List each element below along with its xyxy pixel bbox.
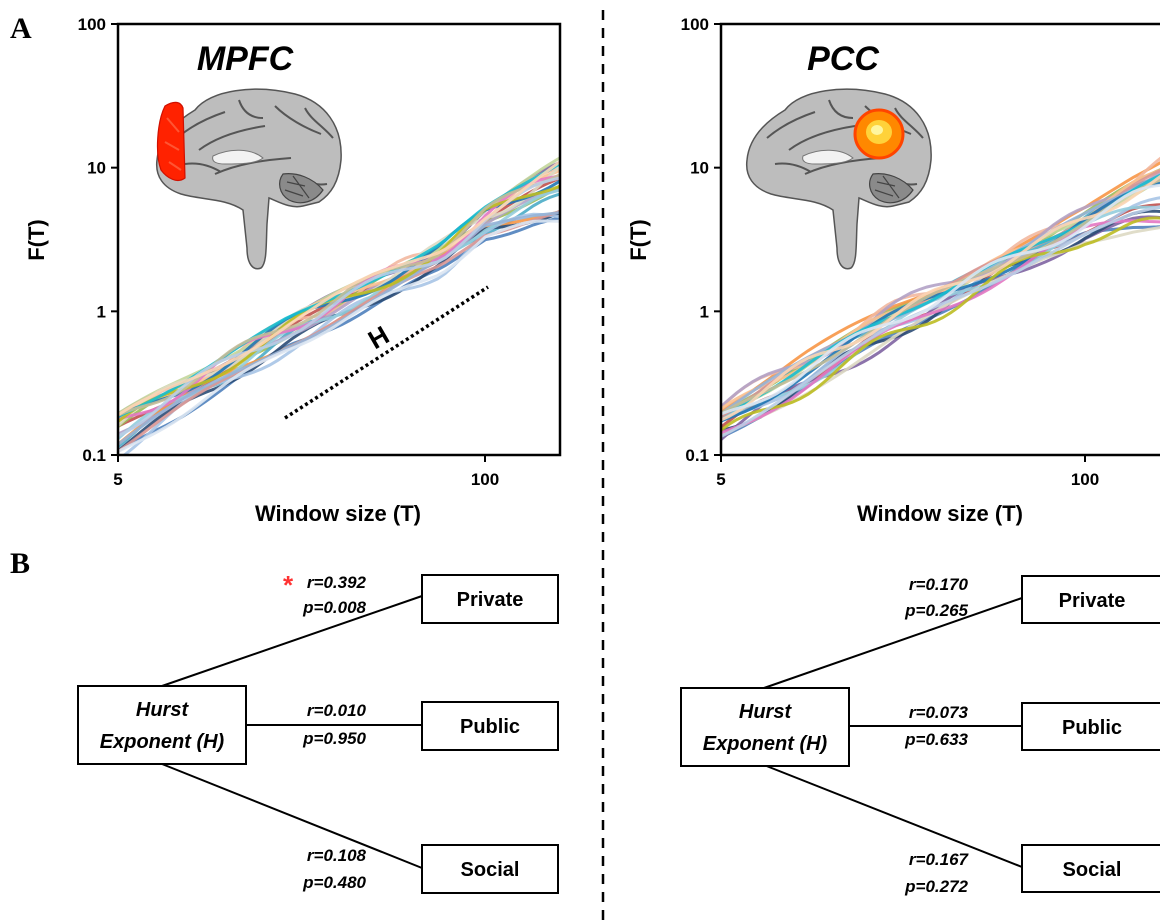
region-title-mpfc: MPFC (197, 40, 294, 78)
edge-social (763, 764, 1023, 868)
x-axis-title-mpfc: Window size (T) (255, 501, 421, 526)
curves-pcc (721, 156, 1160, 441)
edge-social (161, 763, 423, 869)
hurst-box (680, 687, 850, 767)
public-label: Public (1062, 717, 1122, 739)
social-label: Social (1063, 859, 1122, 881)
series-line (118, 216, 560, 452)
social-p: p=0.480 (302, 873, 366, 892)
series-line (721, 215, 1160, 441)
x-tick-label: 100 (471, 470, 499, 489)
public-label: Public (460, 716, 520, 738)
series-line (721, 219, 1160, 435)
x-tick-label: 5 (113, 470, 122, 489)
diagram-pcc: Hurst Exponent (H) Private Public Social… (680, 575, 1160, 896)
brain-image-pcc (745, 88, 932, 270)
private-label: Private (1059, 590, 1126, 612)
public-r: r=0.073 (909, 703, 969, 722)
significance-asterisk: * (283, 570, 294, 600)
public-box (421, 701, 559, 751)
x-tick-label: 5 (716, 470, 725, 489)
hurst-label-line2: Exponent (H) (703, 733, 828, 755)
y-tick-label: 1 (700, 302, 709, 321)
series-line (721, 183, 1160, 416)
public-p: p=0.633 (904, 730, 968, 749)
series-line (721, 205, 1160, 438)
y-tick-label: 0.1 (685, 446, 709, 465)
private-p: p=0.265 (904, 601, 968, 620)
social-label: Social (461, 859, 520, 881)
social-p: p=0.272 (904, 877, 968, 896)
series-line (118, 211, 560, 446)
social-box (1021, 844, 1160, 893)
private-r: r=0.170 (909, 575, 969, 594)
region-title-pcc: PCC (807, 40, 879, 78)
public-box (1021, 702, 1160, 751)
ticks-pcc: 0.1 1 10 100 5 100 (681, 15, 1100, 489)
private-box (1021, 575, 1160, 624)
series-line (121, 212, 560, 455)
social-r: r=0.167 (909, 850, 970, 869)
private-p: p=0.008 (302, 598, 366, 617)
chart-pcc: 0.1 1 10 100 5 100 PCC F(T) Window size (T) (626, 15, 1160, 526)
panel-label-b: B (10, 547, 30, 580)
slope-line-h (284, 285, 489, 420)
social-box (421, 844, 559, 894)
y-tick-label: 100 (78, 15, 106, 34)
series-line (118, 219, 560, 454)
public-r: r=0.010 (307, 701, 367, 720)
hurst-label-line1: Hurst (136, 699, 190, 721)
diagram-mpfc: Hurst Exponent (H) Private Public Social… (77, 570, 559, 894)
y-tick-label: 10 (690, 159, 709, 178)
public-p: p=0.950 (302, 729, 366, 748)
ticks-mpfc: 0.1 1 10 100 5 100 (78, 15, 500, 489)
x-tick-label: 100 (1071, 470, 1099, 489)
plot-frame-mpfc (116, 22, 562, 457)
series-line (721, 174, 1160, 422)
brain-image-mpfc (155, 88, 342, 270)
plot-frame-pcc (719, 22, 1160, 457)
series-line (118, 209, 560, 453)
series-line (721, 181, 1160, 423)
social-r: r=0.108 (307, 846, 367, 865)
series-line (118, 188, 560, 440)
y-tick-label: 10 (87, 159, 106, 178)
x-axis-title-pcc: Window size (T) (857, 501, 1023, 526)
private-box (421, 574, 559, 624)
series-line (721, 216, 1160, 432)
y-axis-title-mpfc: F(T) (24, 219, 49, 261)
hurst-box (77, 685, 247, 765)
private-label: Private (457, 589, 524, 611)
series-line (118, 209, 560, 446)
series-line (118, 159, 560, 417)
edge-private (763, 597, 1023, 689)
series-line (118, 184, 560, 423)
panel-label-a: A (10, 12, 32, 45)
y-tick-label: 1 (97, 302, 106, 321)
y-tick-label: 0.1 (82, 446, 106, 465)
y-axis-title-pcc: F(T) (626, 219, 651, 261)
hurst-label-line2: Exponent (H) (100, 731, 225, 753)
slope-label-h: H (363, 320, 394, 355)
curves-mpfc (118, 156, 560, 455)
y-tick-label: 100 (681, 15, 709, 34)
private-r: r=0.392 (307, 573, 367, 592)
hurst-label-line1: Hurst (739, 701, 793, 723)
edge-private (161, 595, 423, 687)
